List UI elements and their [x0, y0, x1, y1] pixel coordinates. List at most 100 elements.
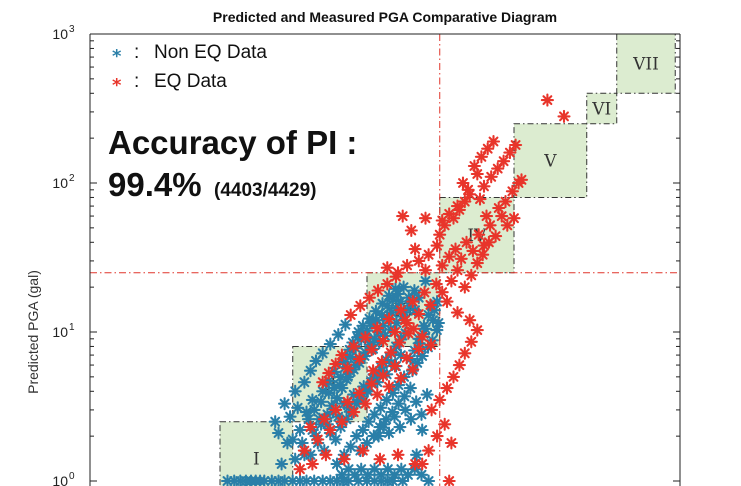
data-point — [484, 170, 498, 184]
data-point — [412, 307, 426, 321]
data-point — [303, 448, 318, 462]
accuracy-count: (4403/4429) — [214, 180, 316, 201]
data-point — [382, 426, 396, 440]
data-point — [470, 323, 484, 337]
data-point — [323, 423, 337, 437]
data-point — [458, 346, 472, 360]
data-point — [464, 268, 478, 282]
data-point — [293, 423, 307, 437]
data-point — [470, 256, 484, 270]
data-point — [412, 254, 426, 268]
data-point — [362, 291, 376, 305]
data-point — [422, 444, 436, 458]
accuracy-heading: Accuracy of PI : — [108, 124, 357, 161]
data-point — [352, 352, 366, 366]
data-point — [297, 375, 311, 389]
data-point — [483, 218, 497, 232]
y-tick-label-exponent: 3 — [69, 24, 75, 35]
data-point — [323, 337, 337, 351]
data-point — [303, 364, 318, 378]
data-point — [309, 354, 323, 368]
data-point — [442, 250, 456, 264]
data-point — [317, 412, 331, 426]
data-point — [316, 346, 330, 360]
data-point — [412, 342, 426, 356]
data-point — [463, 313, 477, 327]
data-point — [377, 417, 391, 431]
zone-label: V — [543, 152, 557, 172]
data-point — [514, 173, 529, 187]
data-point — [409, 395, 423, 409]
data-point — [386, 293, 400, 307]
data-point — [319, 448, 333, 462]
data-point — [424, 338, 438, 352]
y-tick-label: 10 — [52, 473, 68, 486]
data-point — [458, 280, 472, 294]
data-point — [418, 211, 433, 225]
data-point — [418, 274, 433, 288]
data-point — [286, 432, 300, 447]
y-tick-label-exponent: 1 — [69, 322, 75, 333]
data-point — [376, 334, 390, 348]
data-point — [387, 468, 402, 482]
data-point — [472, 228, 486, 242]
y-tick-label: 10 — [52, 26, 68, 42]
data-point — [382, 380, 396, 394]
data-point — [503, 146, 517, 160]
data-point — [557, 109, 571, 123]
data-point — [417, 285, 432, 300]
data-point — [344, 350, 358, 364]
data-point — [444, 436, 458, 450]
data-point — [382, 312, 396, 326]
zone-box — [616, 34, 676, 94]
legend-label: Non EQ Data — [154, 42, 267, 63]
data-point — [461, 183, 475, 197]
accuracy-value: 99.4% — [108, 166, 202, 203]
legend-marker: * — [112, 46, 122, 67]
data-point — [388, 359, 402, 373]
data-point — [372, 429, 386, 443]
data-point — [420, 388, 434, 402]
zone-box — [586, 92, 618, 125]
data-point — [392, 335, 407, 350]
data-point — [433, 228, 447, 242]
data-point — [393, 420, 407, 434]
y-axis-label: Predicted PGA (gal) — [25, 270, 41, 394]
data-point — [391, 448, 405, 462]
data-point — [423, 298, 437, 312]
data-point — [358, 397, 372, 411]
data-point — [275, 457, 289, 471]
data-point — [505, 184, 519, 198]
data-point — [479, 209, 494, 223]
y-tick-label-exponent: 2 — [69, 173, 75, 184]
data-point — [463, 187, 477, 201]
data-point — [288, 384, 302, 398]
data-point — [403, 381, 417, 395]
data-point — [430, 429, 444, 443]
data-point — [358, 330, 372, 344]
data-point — [430, 323, 444, 337]
data-point — [408, 242, 422, 256]
data-point — [316, 375, 330, 389]
data-point — [366, 364, 380, 378]
data-point — [371, 283, 385, 298]
data-point — [356, 444, 370, 458]
zone-box — [513, 123, 588, 198]
data-point — [370, 321, 384, 335]
data-point — [486, 134, 501, 149]
chart-title: Predicted and Measured PGA Comparative D… — [213, 9, 557, 25]
plot-area: IIIIIIIVVVIVII — [90, 34, 680, 486]
zone-label: VII — [632, 55, 659, 75]
data-point — [283, 410, 297, 424]
data-point — [388, 325, 402, 339]
data-point — [400, 258, 414, 272]
data-point — [404, 223, 418, 238]
data-point — [442, 474, 456, 486]
series-eq — [293, 93, 571, 486]
data-point — [356, 423, 370, 437]
data-point — [497, 154, 511, 168]
data-point — [540, 93, 554, 107]
data-point — [268, 415, 282, 429]
y-tick-label: 10 — [52, 175, 68, 191]
